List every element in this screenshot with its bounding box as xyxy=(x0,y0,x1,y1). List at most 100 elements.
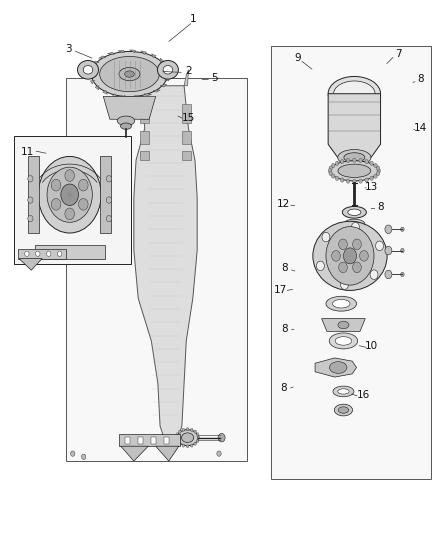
Text: 15: 15 xyxy=(182,112,195,123)
Polygon shape xyxy=(160,84,166,87)
Circle shape xyxy=(359,158,362,163)
Circle shape xyxy=(359,179,362,183)
Polygon shape xyxy=(18,249,66,259)
Circle shape xyxy=(385,246,392,255)
Ellipse shape xyxy=(338,389,349,394)
Text: 8: 8 xyxy=(281,324,288,334)
Polygon shape xyxy=(88,74,93,77)
Ellipse shape xyxy=(333,386,354,397)
Circle shape xyxy=(217,451,221,456)
Polygon shape xyxy=(35,245,105,259)
Text: 8: 8 xyxy=(377,202,384,212)
Circle shape xyxy=(186,445,189,448)
Text: 9: 9 xyxy=(294,53,301,63)
Ellipse shape xyxy=(329,362,347,373)
Circle shape xyxy=(374,174,377,178)
Text: 12: 12 xyxy=(277,199,290,209)
Polygon shape xyxy=(107,52,114,54)
Polygon shape xyxy=(140,151,149,160)
Text: 8: 8 xyxy=(280,383,287,393)
Text: 16: 16 xyxy=(357,390,370,400)
Ellipse shape xyxy=(332,300,350,308)
Circle shape xyxy=(81,454,86,459)
Circle shape xyxy=(353,158,356,163)
Polygon shape xyxy=(182,131,191,144)
Ellipse shape xyxy=(78,61,99,79)
Circle shape xyxy=(370,161,373,165)
Ellipse shape xyxy=(100,56,159,92)
Ellipse shape xyxy=(344,153,365,163)
Polygon shape xyxy=(182,151,191,160)
Circle shape xyxy=(196,433,199,436)
Ellipse shape xyxy=(83,66,93,74)
Circle shape xyxy=(28,215,33,222)
Circle shape xyxy=(25,251,29,256)
Circle shape xyxy=(339,239,347,249)
Ellipse shape xyxy=(329,333,357,349)
Circle shape xyxy=(340,178,344,182)
Ellipse shape xyxy=(334,404,353,416)
Circle shape xyxy=(175,436,178,439)
Circle shape xyxy=(346,158,350,163)
Circle shape xyxy=(341,280,349,289)
Text: 8: 8 xyxy=(417,75,424,84)
Circle shape xyxy=(194,442,197,445)
Polygon shape xyxy=(160,58,164,62)
Circle shape xyxy=(401,272,404,277)
Circle shape xyxy=(374,164,377,167)
Ellipse shape xyxy=(181,433,194,442)
Polygon shape xyxy=(118,50,124,53)
Bar xyxy=(164,437,169,444)
Ellipse shape xyxy=(328,76,381,111)
Circle shape xyxy=(78,179,88,191)
Circle shape xyxy=(332,251,340,261)
Bar xyxy=(125,437,130,444)
Polygon shape xyxy=(92,61,99,64)
Ellipse shape xyxy=(330,161,378,181)
Circle shape xyxy=(51,198,61,210)
Ellipse shape xyxy=(326,296,357,311)
Circle shape xyxy=(28,175,33,182)
Polygon shape xyxy=(272,46,431,479)
Circle shape xyxy=(340,159,344,164)
Circle shape xyxy=(346,179,350,183)
Circle shape xyxy=(401,248,404,253)
Polygon shape xyxy=(134,70,139,86)
Circle shape xyxy=(51,179,61,191)
Text: 3: 3 xyxy=(65,44,72,53)
Circle shape xyxy=(385,225,392,233)
Ellipse shape xyxy=(91,52,168,96)
Circle shape xyxy=(78,198,88,210)
Ellipse shape xyxy=(338,321,349,329)
Circle shape xyxy=(360,251,368,261)
Circle shape xyxy=(329,166,332,170)
Circle shape xyxy=(376,166,380,170)
Circle shape xyxy=(28,197,33,203)
Polygon shape xyxy=(140,131,149,144)
Polygon shape xyxy=(103,90,107,94)
Circle shape xyxy=(106,197,112,203)
Circle shape xyxy=(71,451,75,456)
Bar xyxy=(138,437,143,444)
Circle shape xyxy=(328,168,332,173)
Circle shape xyxy=(46,251,51,256)
Circle shape xyxy=(336,176,339,181)
Text: 2: 2 xyxy=(185,66,192,76)
Ellipse shape xyxy=(163,66,173,74)
Circle shape xyxy=(176,439,179,442)
Ellipse shape xyxy=(177,430,198,446)
Ellipse shape xyxy=(349,221,360,227)
Circle shape xyxy=(191,428,193,431)
Bar xyxy=(151,437,156,444)
Polygon shape xyxy=(95,86,99,90)
Circle shape xyxy=(332,174,335,178)
Polygon shape xyxy=(145,94,152,96)
Ellipse shape xyxy=(335,337,352,345)
Ellipse shape xyxy=(157,61,178,79)
Polygon shape xyxy=(152,54,156,58)
Circle shape xyxy=(377,168,381,173)
Circle shape xyxy=(370,176,373,181)
Circle shape xyxy=(365,178,368,182)
Polygon shape xyxy=(90,80,95,84)
Circle shape xyxy=(179,430,181,433)
